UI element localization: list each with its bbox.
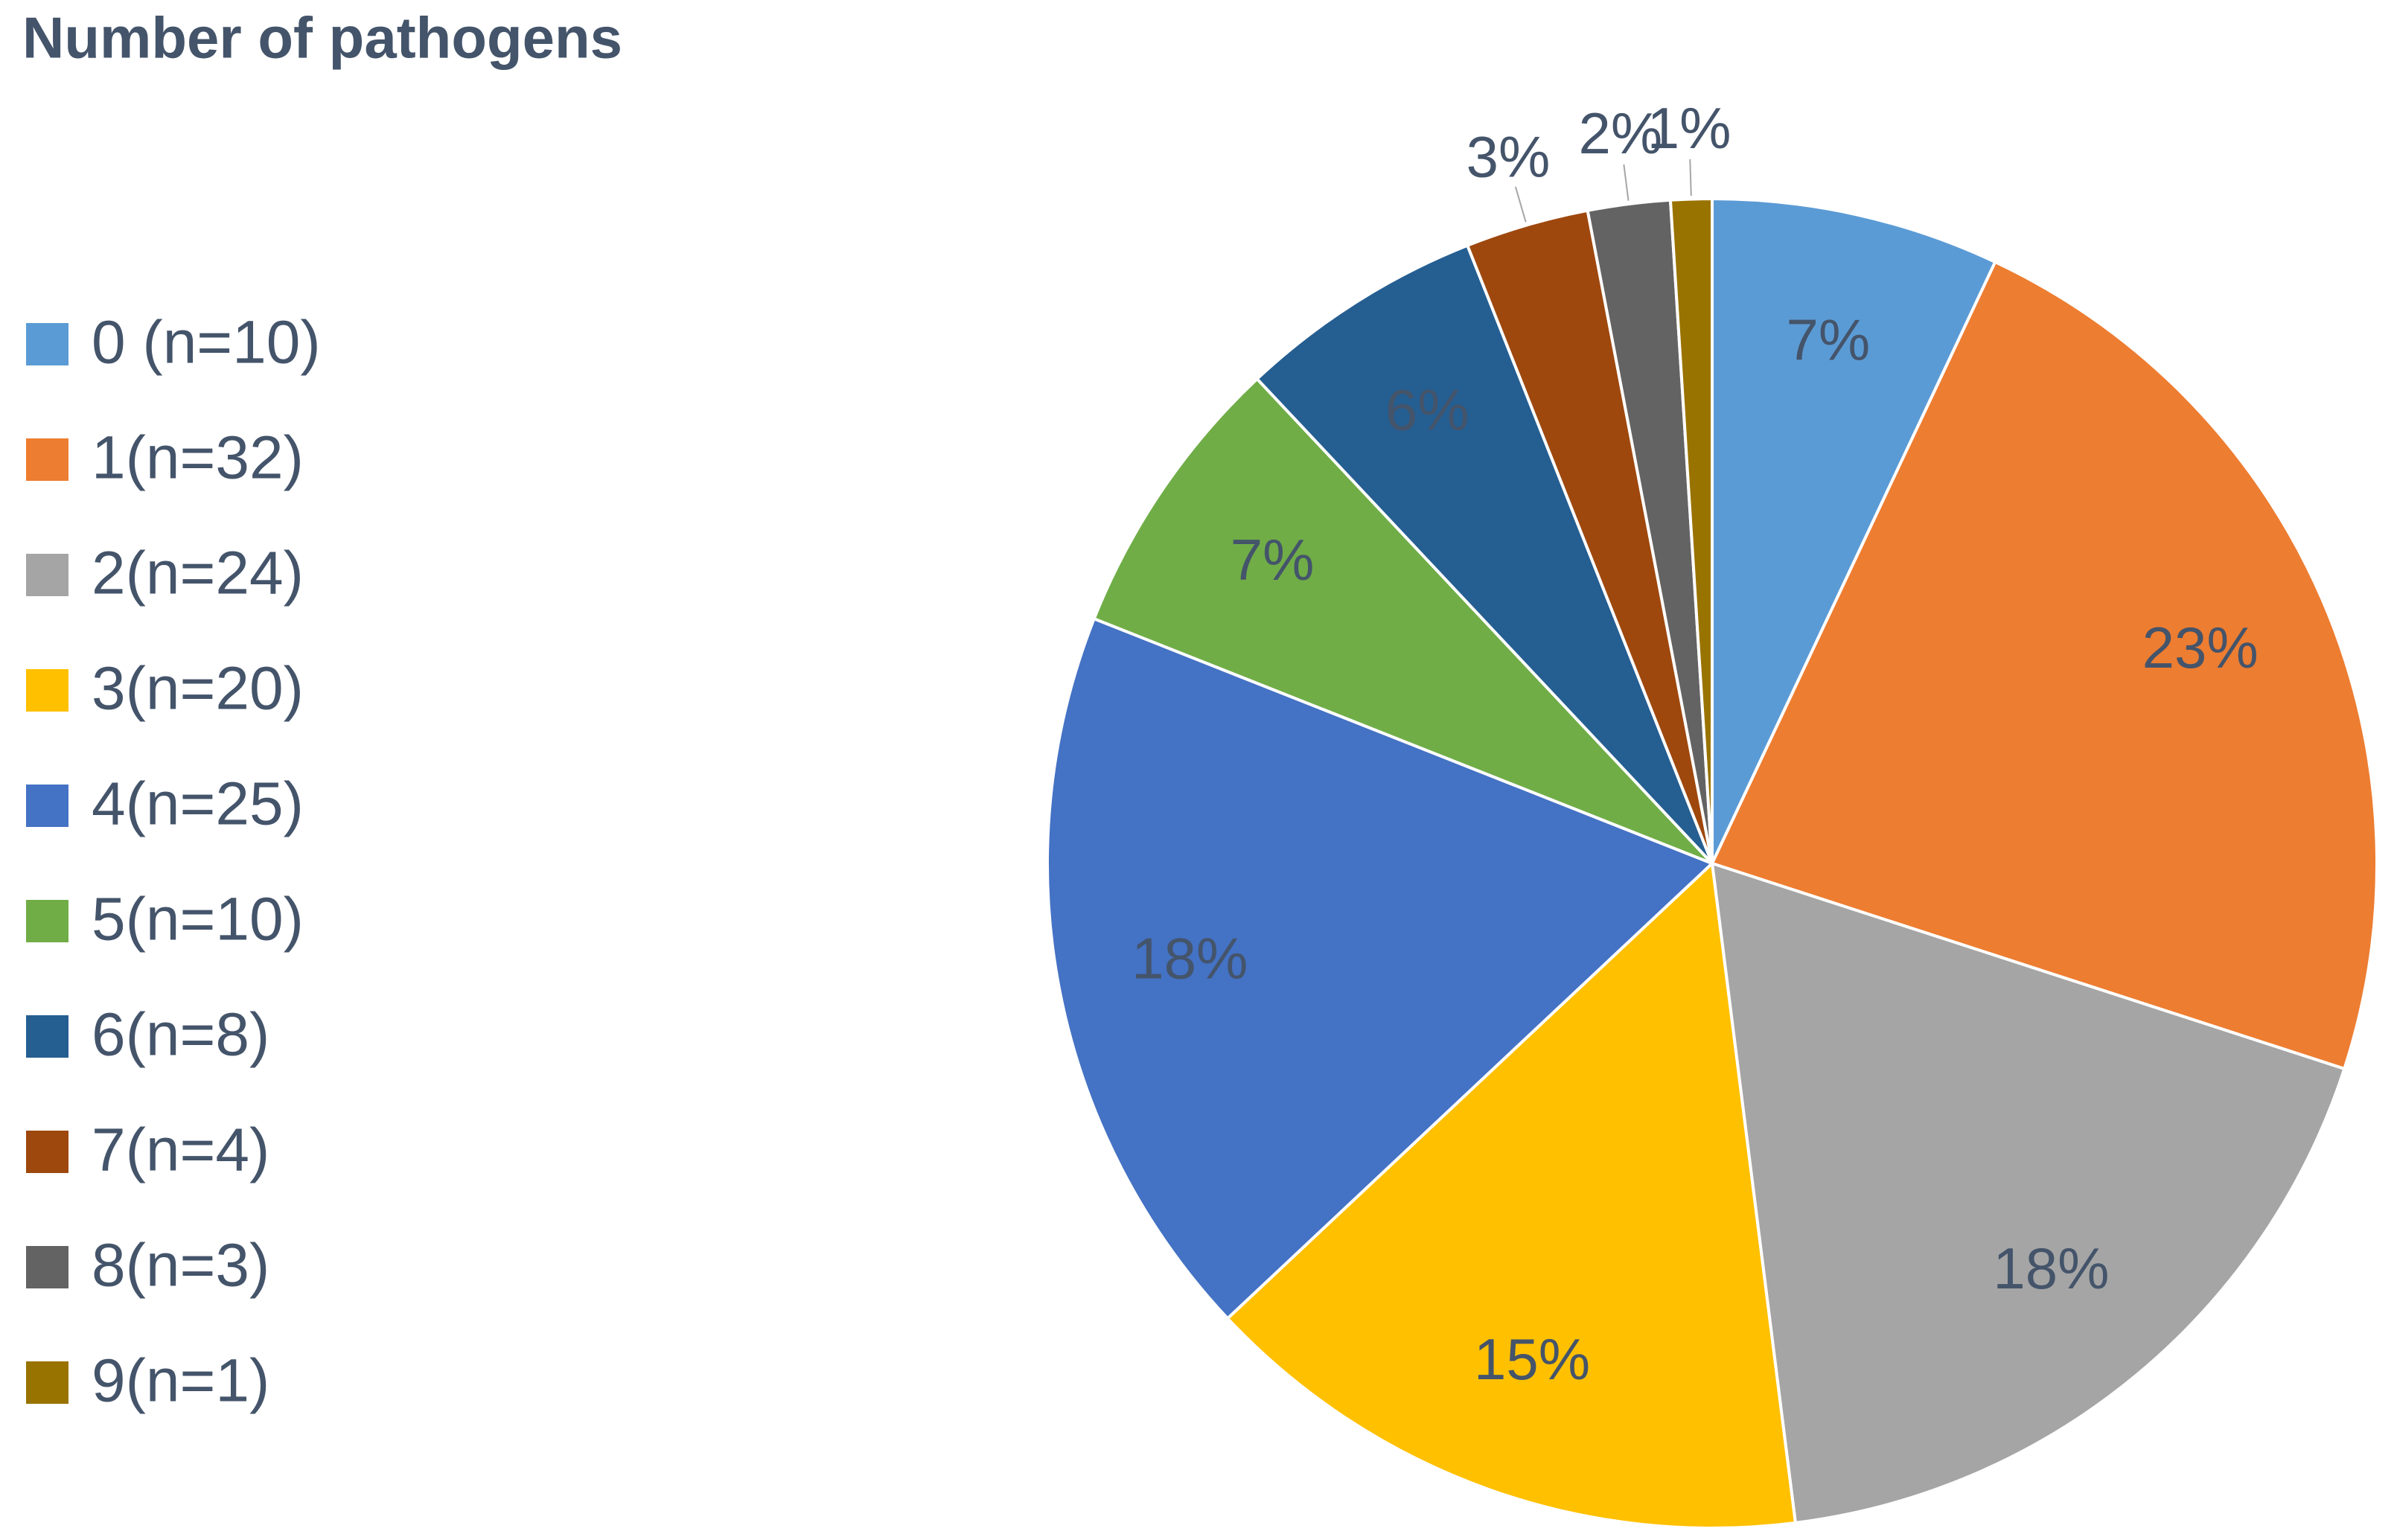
- data-label: 18%: [1132, 925, 1248, 991]
- data-label: 23%: [2142, 615, 2259, 680]
- data-label: 2%: [1579, 100, 1663, 166]
- legend-label: 5(n=10): [92, 886, 304, 953]
- legend-label: 7(n=4): [92, 1116, 269, 1184]
- legend-label: 0 (n=10): [92, 309, 321, 377]
- legend-swatch: [26, 1015, 68, 1058]
- legend-swatch: [26, 1246, 68, 1288]
- pie-slice: [1711, 197, 1997, 864]
- data-label: 3%: [1466, 124, 1551, 189]
- pie-slice: [1254, 243, 1714, 865]
- pie-slice: [1710, 260, 2378, 1071]
- data-label: 15%: [1474, 1326, 1590, 1392]
- legend-swatch: [26, 1361, 68, 1404]
- legend-label: 8(n=3): [92, 1232, 269, 1300]
- legend-label: 2(n=24): [92, 540, 304, 607]
- legend-swatch: [26, 1131, 68, 1173]
- legend-swatch: [26, 554, 68, 596]
- data-label: 6%: [1385, 377, 1469, 442]
- leader-line: [1689, 159, 1692, 197]
- leader-line: [1623, 164, 1630, 201]
- data-label: 1%: [1647, 95, 1731, 161]
- leader-line: [1514, 186, 1527, 223]
- legend-swatch: [26, 900, 68, 942]
- legend-label: 6(n=8): [92, 1001, 269, 1069]
- pie-slice: [1225, 860, 1798, 1530]
- pie-slice: [1710, 861, 2346, 1525]
- legend-label: 1(n=32): [92, 424, 304, 492]
- legend-label: 4(n=25): [92, 770, 304, 838]
- pie-slice: [1668, 197, 1714, 864]
- legend-swatch: [26, 323, 68, 365]
- pie-slice: [1046, 616, 1715, 1321]
- legend-label: 3(n=20): [92, 655, 304, 723]
- legend-swatch: [26, 669, 68, 712]
- data-label: 18%: [1993, 1236, 2109, 1301]
- legend-swatch: [26, 438, 68, 481]
- legend-label: 9(n=1): [92, 1347, 269, 1415]
- pie-slice: [1092, 377, 1714, 865]
- chart-title: Number of pathogens: [22, 5, 622, 71]
- legend-swatch: [26, 785, 68, 827]
- data-label: 7%: [1231, 527, 1315, 592]
- data-label: 7%: [1786, 307, 1870, 372]
